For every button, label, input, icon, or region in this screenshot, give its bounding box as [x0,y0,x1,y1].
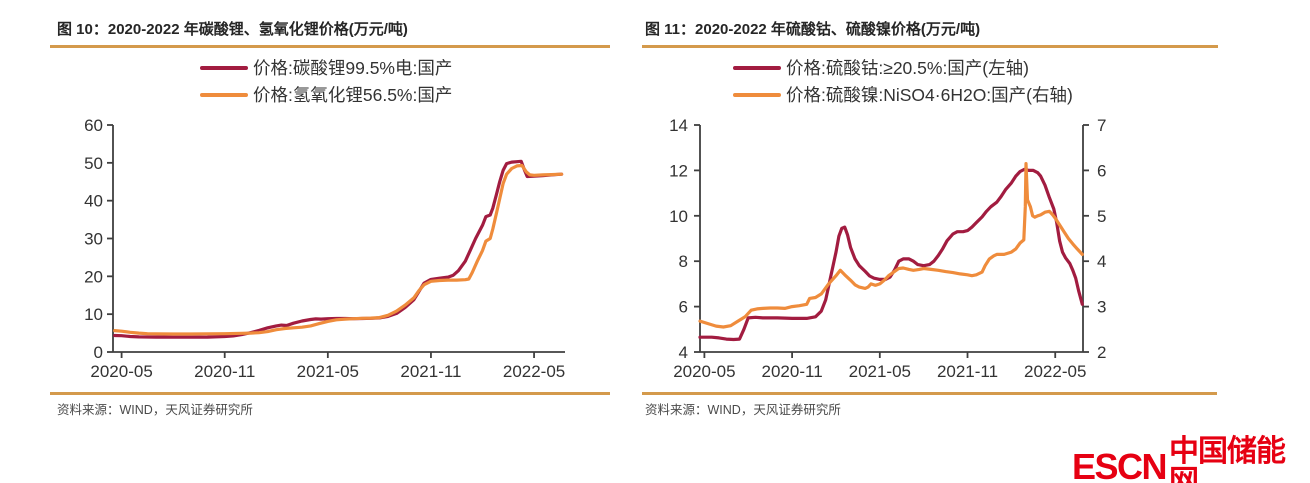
svg-text:5: 5 [1097,207,1106,226]
svg-text:6: 6 [1097,161,1106,180]
svg-text:4: 4 [679,343,688,362]
svg-text:6: 6 [679,298,688,317]
figure-10-source: 资料来源：WIND，天风证券研究所 [57,403,253,417]
svg-text:2021-05: 2021-05 [849,362,911,381]
svg-text:2022-05: 2022-05 [1024,362,1086,381]
svg-text:2020-05: 2020-05 [90,362,152,381]
svg-text:2: 2 [1097,343,1106,362]
line-swatch-cobalt-sulfate [733,65,781,70]
svg-text:12: 12 [669,161,688,180]
svg-text:2020-05: 2020-05 [673,362,735,381]
svg-text:2021-05: 2021-05 [297,362,359,381]
figure-10-title-rule [50,45,610,48]
svg-text:60: 60 [84,116,103,135]
legend-item: 价格:硫酸镍:NiSO4·6H2O:国产(右轴) [733,82,1073,107]
svg-text:40: 40 [84,192,103,211]
svg-text:20: 20 [84,267,103,286]
figure-10-title: 图 10：2020-2022 年碳酸锂、氢氧化锂价格(万元/吨) [57,21,408,38]
escn-logo: ESCN 中国储能网 [1072,437,1310,483]
figure-11-source: 资料来源：WIND，天风证券研究所 [645,403,841,417]
legend-label: 价格:硫酸镍:NiSO4·6H2O:国产(右轴) [786,85,1073,105]
svg-text:2020-11: 2020-11 [762,362,823,381]
svg-text:8: 8 [679,252,688,271]
figure-11-line-chart: 4 6 8 10 12 14 2 3 4 5 6 7 2020-05 2020-11 2021-05 2021… [669,116,1106,381]
figure-11-legend: 价格:硫酸钴:≥20.5%:国产(左轴) 价格:硫酸镍:NiSO4·6H2O:国… [733,55,1073,107]
svg-text:7: 7 [1097,116,1106,135]
legend-item: 价格:碳酸锂99.5%电:国产 [200,55,452,80]
escn-logo-chinese: 中国储能网 [1169,435,1286,483]
figure-10-footer-rule [50,392,610,395]
figure-11-title: 图 11：2020-2022 年硫酸钴、硫酸镍价格(万元/吨) [645,21,981,38]
svg-text:10: 10 [84,305,103,324]
escn-logo-latin: ESCN [1072,446,1168,483]
line-swatch-lithium-carbonate [200,65,248,70]
svg-text:50: 50 [84,154,103,173]
svg-text:2021-11: 2021-11 [400,362,461,381]
figure-10-legend: 价格:碳酸锂99.5%电:国产 价格:氢氧化锂56.5%:国产 [200,55,452,107]
legend-item: 价格:氢氧化锂56.5%:国产 [200,82,452,107]
svg-text:2020-11: 2020-11 [194,362,255,381]
legend-label: 价格:氢氧化锂56.5%:国产 [253,85,453,105]
line-swatch-lithium-hydroxide [200,92,248,97]
svg-text:3: 3 [1097,298,1106,317]
figure-11-footer-rule [642,392,1217,395]
legend-label: 价格:碳酸锂99.5%电:国产 [253,58,453,78]
svg-text:14: 14 [669,116,688,135]
figure-11-title-rule [642,45,1218,48]
svg-text:2021-11: 2021-11 [937,362,998,381]
figure-10-line-chart: 0 10 20 30 40 50 60 2020-05 2020-11 2021-05 2021-1… [84,116,565,381]
svg-text:30: 30 [84,230,103,249]
svg-text:4: 4 [1097,252,1106,271]
legend-label: 价格:硫酸钴:≥20.5%:国产(左轴) [786,58,1029,78]
legend-item: 价格:硫酸钴:≥20.5%:国产(左轴) [733,55,1073,80]
svg-text:10: 10 [669,207,688,226]
line-swatch-nickel-sulfate [733,92,781,97]
svg-text:2022-05: 2022-05 [503,362,565,381]
svg-text:0: 0 [94,343,103,362]
